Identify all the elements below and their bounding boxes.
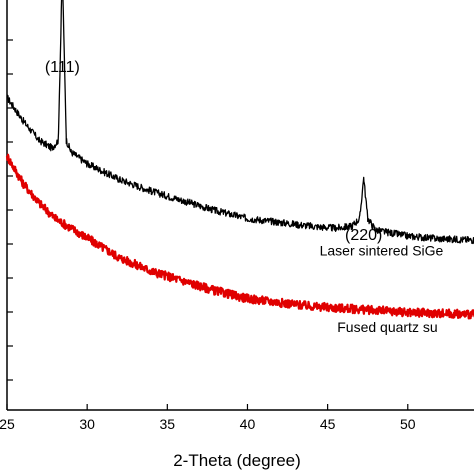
y-axis-ticks (7, 39, 13, 381)
series-annotation: Laser sintered SiGe (320, 243, 444, 259)
series-line-sige (6, 0, 474, 245)
peak-label: (111) (45, 59, 80, 76)
x-axis-label: 2-Theta (degree) (173, 451, 301, 470)
plot-frame (6, 0, 474, 411)
x-tick-label: 50 (400, 416, 416, 432)
peak-label: (220) (345, 227, 382, 244)
x-tick-label: 30 (79, 416, 95, 432)
x-tick-label: 25 (0, 416, 15, 432)
series-annotations: Laser sintered SiGe Fused quartz su (320, 243, 444, 335)
peak-labels: (111)(220)(311) (45, 59, 383, 244)
series-annotation: Fused quartz su (337, 319, 437, 335)
x-tick-label: 45 (320, 416, 336, 432)
x-tick-label: 35 (160, 416, 176, 432)
series-line-quartz (5, 153, 474, 320)
x-axis-ticks: 25303540455055 (0, 404, 416, 432)
x-tick-label: 40 (240, 416, 256, 432)
series-group (5, 0, 474, 320)
